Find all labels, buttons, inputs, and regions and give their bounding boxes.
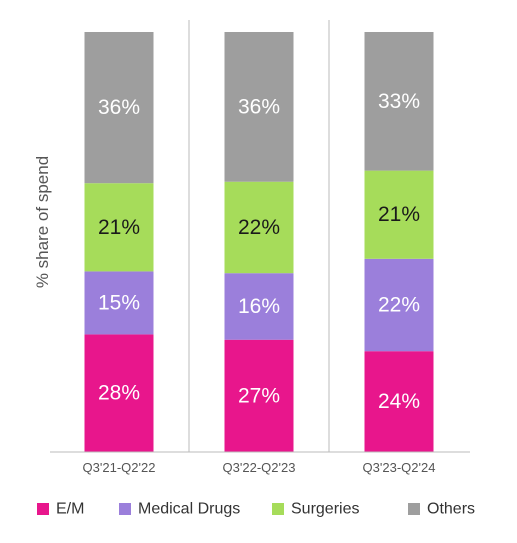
legend-item-others: Others bbox=[408, 501, 475, 518]
bar-segment-medical-drugs bbox=[224, 273, 294, 340]
x-tick-labels: Q3'21-Q2'22 Q3'22-Q2'23 Q3'23-Q2'24 bbox=[83, 460, 436, 475]
data-label-e-m: 24% bbox=[378, 390, 420, 413]
legend-swatch bbox=[119, 503, 131, 515]
data-label-e-m: 28% bbox=[98, 382, 140, 405]
bar-segment-surgeries bbox=[364, 170, 434, 259]
bar-segment-e-m bbox=[224, 339, 294, 452]
data-label-medical-drugs: 16% bbox=[238, 295, 280, 318]
legend: E/M Medical Drugs Surgeries Others bbox=[37, 501, 475, 518]
x-tick-label: Q3'22-Q2'23 bbox=[223, 460, 296, 475]
x-tick-label: Q3'23-Q2'24 bbox=[363, 460, 436, 475]
legend-item-medical-drugs: Medical Drugs bbox=[119, 501, 240, 518]
bar-segment-medical-drugs bbox=[364, 258, 434, 352]
bar-segment-e-m bbox=[364, 351, 434, 452]
data-label-medical-drugs: 15% bbox=[98, 291, 140, 314]
data-label-others: 36% bbox=[238, 95, 280, 118]
x-tick-label: Q3'21-Q2'22 bbox=[83, 460, 156, 475]
data-label-surgeries: 22% bbox=[238, 216, 280, 239]
legend-label: Others bbox=[427, 501, 475, 518]
data-label-others: 36% bbox=[98, 96, 140, 119]
bar-segment-others bbox=[84, 32, 154, 184]
legend-swatch bbox=[37, 503, 49, 515]
column-dividers bbox=[188, 20, 330, 452]
bar-segment-e-m bbox=[84, 334, 154, 452]
legend-swatch bbox=[272, 503, 284, 515]
legend-label: E/M bbox=[56, 501, 84, 518]
data-label-surgeries: 21% bbox=[378, 203, 420, 226]
legend-swatch bbox=[408, 503, 420, 515]
legend-item-e-m: E/M bbox=[37, 501, 84, 518]
data-label-medical-drugs: 22% bbox=[378, 294, 420, 317]
bar-segment-surgeries bbox=[224, 181, 294, 274]
bar-segment-medical-drugs bbox=[84, 271, 154, 335]
legend-label: Medical Drugs bbox=[138, 501, 240, 518]
data-label-surgeries: 21% bbox=[98, 216, 140, 239]
bar-segment-others bbox=[224, 32, 294, 182]
bar-segment-others bbox=[364, 32, 434, 171]
data-label-e-m: 27% bbox=[238, 384, 280, 407]
legend-label: Surgeries bbox=[291, 501, 359, 518]
data-label-others: 33% bbox=[378, 90, 420, 113]
bars-group: 28% 15% 21% 36% 27% 16% 22% 36% 24% 22% 21% 33% bbox=[84, 32, 434, 452]
bar-segment-surgeries bbox=[84, 183, 154, 272]
y-axis-label: % share of spend bbox=[33, 156, 52, 288]
legend-item-surgeries: Surgeries bbox=[272, 501, 359, 518]
